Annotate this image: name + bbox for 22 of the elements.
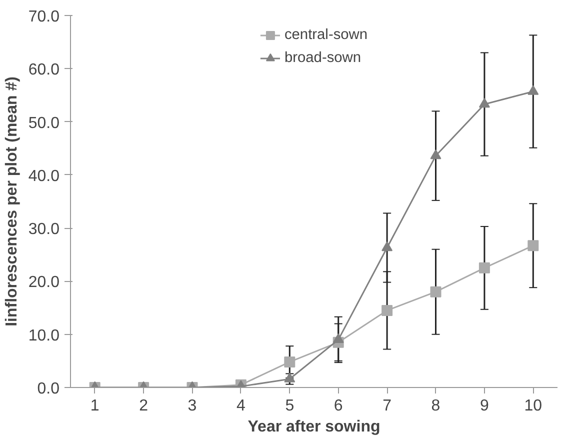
y-tick-label: 70.0 bbox=[28, 8, 60, 26]
legend-label: central-sown bbox=[284, 27, 368, 43]
x-tick-label: 1 bbox=[90, 398, 100, 414]
y-tick-label: 10.0 bbox=[28, 327, 60, 344]
y-tick-label: 50.0 bbox=[28, 114, 60, 132]
y-tick-label: 60.0 bbox=[28, 62, 60, 79]
y-tick-label: 20.0 bbox=[28, 274, 60, 292]
x-axis-title: Year after sowing bbox=[248, 418, 380, 436]
x-tick-label: 4 bbox=[236, 398, 246, 414]
x-tick-label: 3 bbox=[188, 398, 197, 414]
y-tick-label: 30.0 bbox=[28, 221, 60, 238]
x-tick-label: 9 bbox=[480, 398, 489, 414]
x-tick-label: 2 bbox=[139, 398, 148, 414]
x-tick-label: 5 bbox=[285, 398, 294, 414]
x-tick-label: 7 bbox=[382, 398, 392, 414]
y-axis-title: Iinflorescences per plot (mean #) bbox=[3, 76, 20, 326]
x-tick-label: 8 bbox=[431, 398, 440, 414]
x-tick-label: 6 bbox=[334, 398, 343, 414]
y-tick-label: 40.0 bbox=[28, 168, 60, 185]
y-tick-label: 0.0 bbox=[37, 380, 60, 398]
legend-label: broad-sown bbox=[284, 50, 362, 66]
x-tick-label: 10 bbox=[524, 398, 542, 414]
